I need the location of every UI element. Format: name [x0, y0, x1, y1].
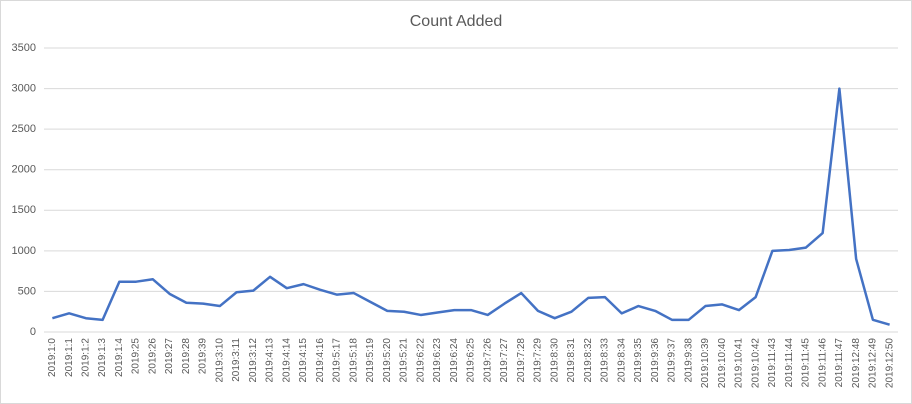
x-tick-label: 2019:1:1: [64, 338, 75, 377]
x-tick-label: 2019:7:27: [499, 338, 510, 383]
x-tick-label: 2019:39: [198, 338, 209, 375]
x-tick-label: 2019:1:4: [114, 338, 125, 377]
x-tick-label: 2019:7:26: [482, 338, 493, 383]
x-tick-label: 2019:3:10: [214, 338, 225, 383]
y-tick-label: 3500: [12, 42, 36, 54]
x-tick-label: 2019:3:12: [248, 338, 259, 383]
x-tick-label: 2019:9:38: [683, 338, 694, 383]
x-tick-label: 2019:9:35: [633, 338, 644, 383]
x-tick-label: 2019:27: [164, 338, 175, 375]
x-tick-label: 2019:8:32: [583, 338, 594, 383]
y-tick-label: 0: [30, 326, 36, 338]
x-tick-label: 2019:4:13: [265, 338, 276, 383]
x-tick-label: 2019:4:14: [281, 338, 292, 383]
data-line: [52, 87, 890, 326]
x-tick-label: 2019:6:22: [415, 338, 426, 383]
x-tick-label: 2019:26: [147, 338, 158, 375]
y-tick-label: 1500: [12, 204, 36, 216]
x-tick-label: 2019:10:40: [717, 338, 728, 388]
x-tick-label: 2019:9:36: [650, 338, 661, 383]
y-tick-label: 3000: [12, 82, 36, 94]
x-tick-label: 2019:6:23: [432, 338, 443, 383]
x-tick-label: 2019:12:50: [884, 338, 895, 388]
y-tick-label: 2500: [12, 123, 36, 135]
x-tick-label: 2019:7:28: [516, 338, 527, 383]
x-tick-label: 2019:10:39: [700, 338, 711, 388]
x-tick-label: 2019:10:42: [750, 338, 761, 388]
x-tick-label: 2019:25: [131, 338, 142, 375]
x-tick-label: 2019:5:21: [399, 338, 410, 383]
x-tick-label: 2019:7:29: [533, 338, 544, 383]
x-tick-label: 2019:6:25: [466, 338, 477, 383]
x-tick-label: 2019:9:37: [667, 338, 678, 383]
x-tick-label: 2019:12:49: [868, 338, 879, 388]
chart-title: Count Added: [410, 13, 503, 30]
x-tick-label: 2019:8:30: [549, 338, 560, 383]
x-tick-label: 2019:11:46: [817, 338, 828, 388]
x-tick-label: 2019:5:18: [348, 338, 359, 383]
x-tick-label: 2019:3:11: [231, 338, 242, 382]
x-tick-label: 2019:8:33: [600, 338, 611, 383]
x-tick-label: 2019:11:43: [767, 338, 778, 388]
x-tick-label: 2019:1:0: [47, 338, 58, 377]
x-tick-label: 2019:12:48: [851, 338, 862, 388]
x-tick-label: 2019:11:47: [834, 338, 845, 388]
y-tick-label: 500: [18, 285, 36, 297]
x-tick-label: 2019:8:31: [566, 338, 577, 383]
x-tick-label: 2019:4:16: [315, 338, 326, 383]
x-tick-label: 2019:5:20: [382, 338, 393, 383]
x-tick-label: 2019:6:24: [449, 338, 460, 383]
x-tick-label: 2019:11:45: [801, 338, 812, 388]
x-tick-label: 2019:10:41: [734, 338, 745, 388]
x-tick-label: 2019:5:17: [332, 338, 343, 383]
y-tick-label: 1000: [12, 245, 36, 257]
x-tick-label: 2019:28: [181, 338, 192, 375]
x-tick-label: 2019:5:19: [365, 338, 376, 383]
x-tick-label: 2019:4:15: [298, 338, 309, 383]
x-tick-label: 2019:8:34: [616, 338, 627, 383]
y-tick-label: 2000: [12, 164, 36, 176]
x-tick-label: 2019:11:44: [784, 338, 795, 388]
x-tick-label: 2019:1:2: [81, 338, 92, 377]
x-tick-label: 2019:1:3: [97, 338, 108, 377]
